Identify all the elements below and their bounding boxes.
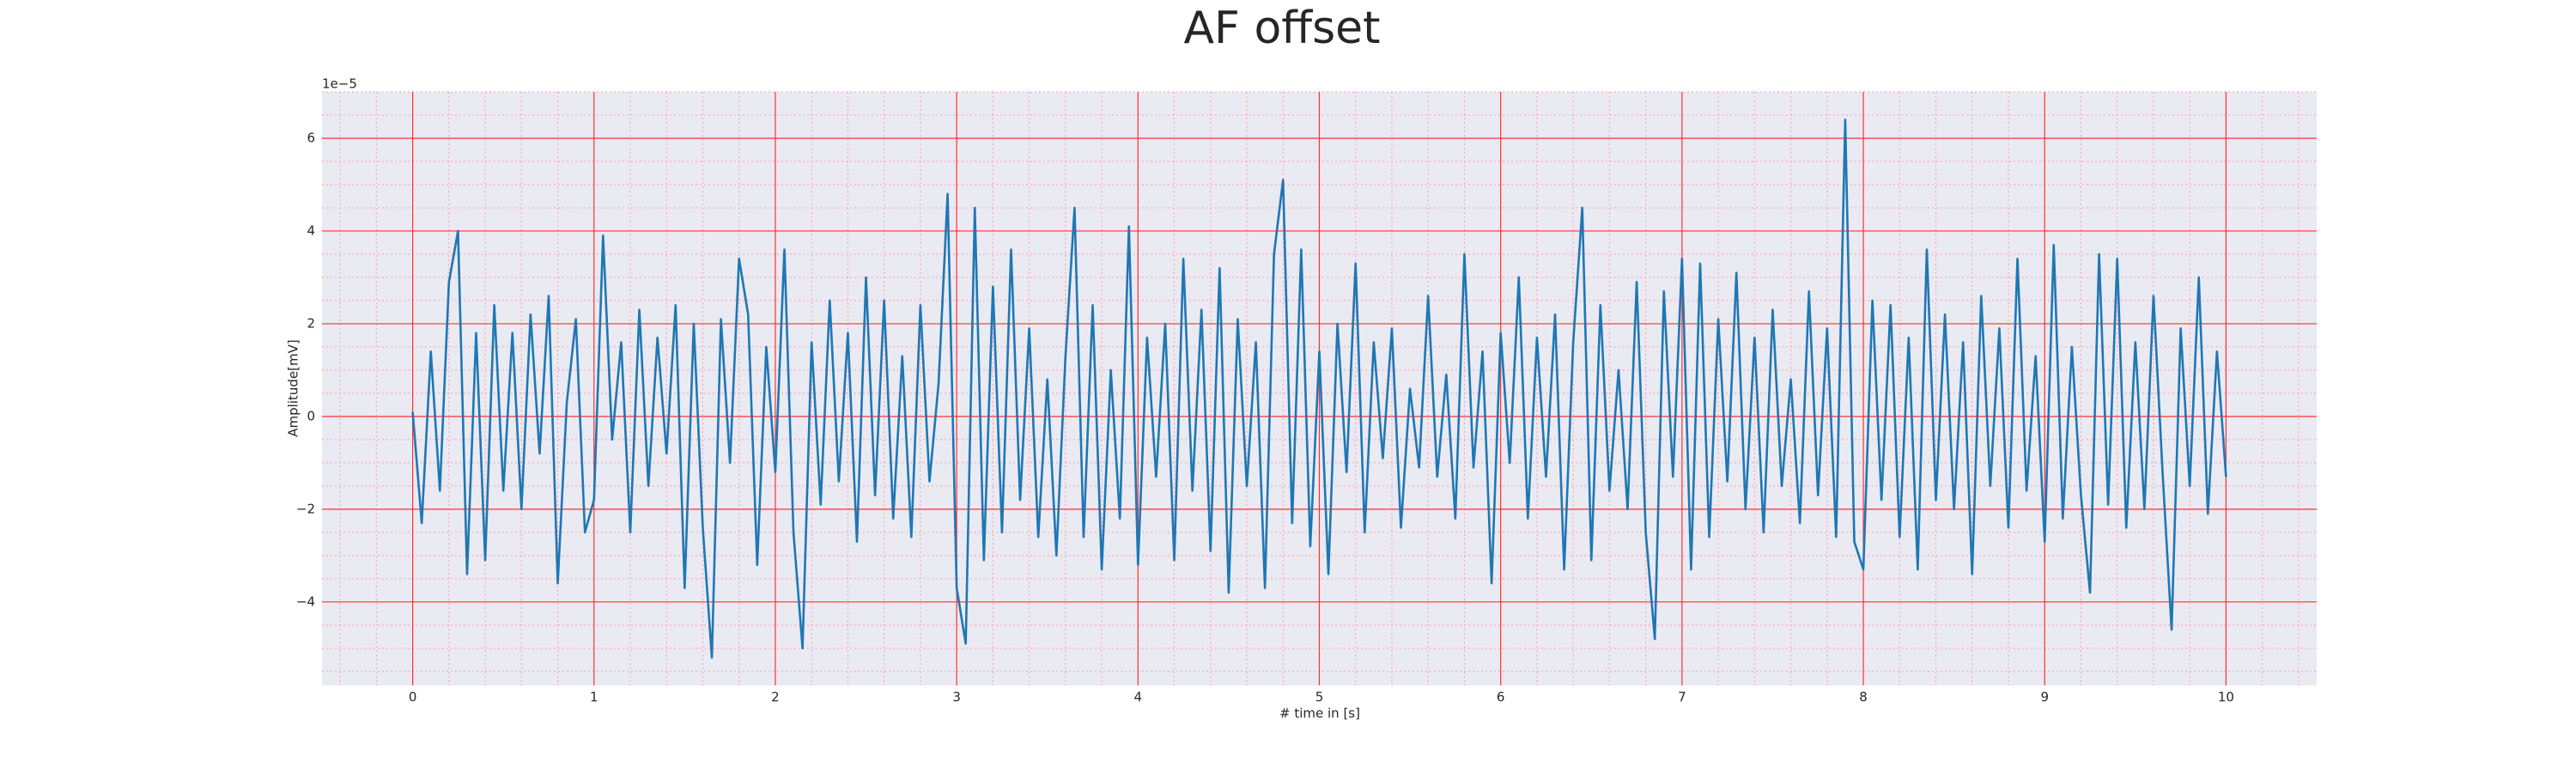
x-tick-label: 3: [952, 690, 961, 705]
signal-line: [411, 119, 2227, 659]
y-axis-label: Amplitude[mV]: [286, 339, 301, 436]
x-tick-label: 10: [2218, 690, 2234, 705]
x-tick-label: 1: [590, 690, 598, 705]
y-tick-label: 0: [307, 408, 315, 423]
x-tick-label: 9: [2040, 690, 2049, 705]
x-tick-label: 0: [409, 690, 417, 705]
x-tick-label: 5: [1315, 690, 1324, 705]
chart-title: AF offset: [1183, 3, 1380, 54]
x-tick-label: 2: [771, 690, 780, 705]
x-tick-label: 4: [1134, 690, 1143, 705]
y-tick-label: 4: [307, 222, 315, 238]
y-tick-label: −4: [296, 593, 315, 609]
y-tick-label: 2: [307, 315, 315, 331]
x-tick-label: 7: [1678, 690, 1686, 705]
x-tick-label: 8: [1859, 690, 1868, 705]
y-tick-label: −2: [296, 501, 315, 516]
y-tick-label: 6: [307, 130, 315, 145]
x-axis-label: # time in [s]: [1279, 706, 1360, 721]
x-tick-label: 6: [1497, 690, 1505, 705]
y-offset-label: 1e−5: [322, 76, 357, 92]
